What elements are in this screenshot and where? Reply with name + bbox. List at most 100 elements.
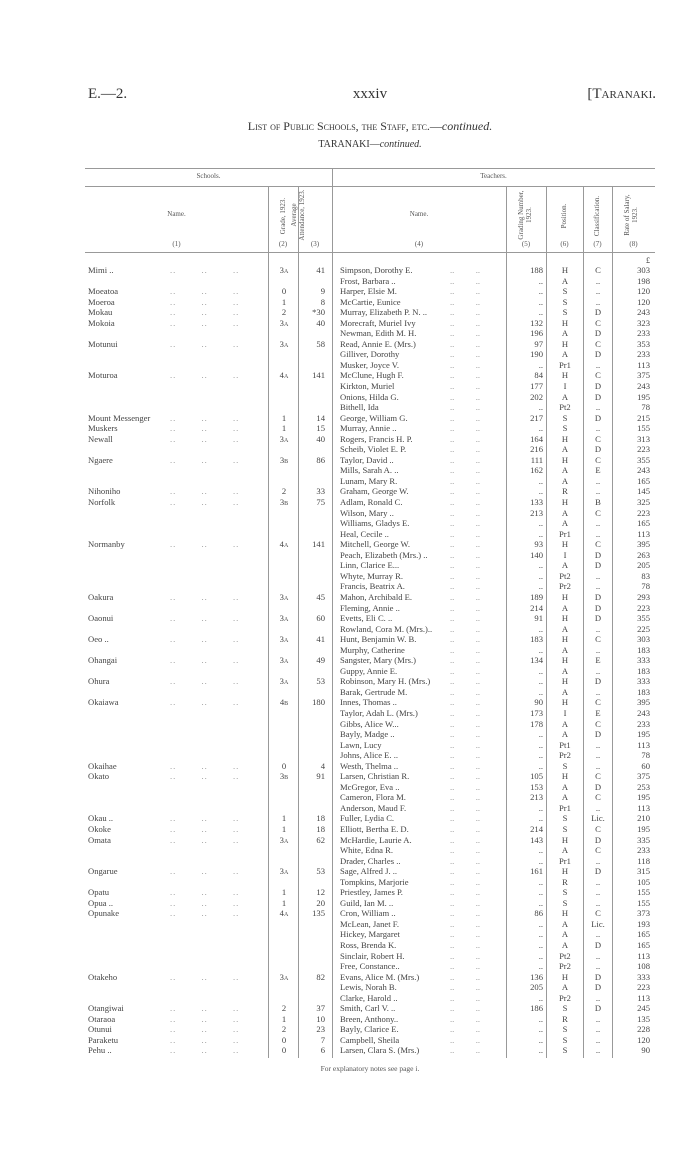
school-grade: 1: [281, 1013, 287, 1024]
table-row: Oaonui 3a 60 Evetts, Eli C. .. 91 H D 355: [0, 613, 700, 624]
dot-leader: [450, 423, 480, 434]
classification: E: [595, 465, 601, 476]
dot-leader: [170, 813, 239, 824]
classification: ..: [595, 665, 601, 676]
classification: ..: [595, 570, 601, 581]
dot-leader: [450, 719, 480, 730]
grading-number: ..: [538, 876, 543, 887]
average-attendance: 15: [316, 423, 325, 434]
salary: 223: [637, 444, 650, 455]
average-attendance: 6: [320, 1045, 325, 1056]
dot-leader: [450, 803, 480, 814]
page-subtitle: TARANAKI—continued.: [0, 139, 700, 150]
classification: D: [594, 602, 602, 613]
dot-leader: [450, 634, 480, 645]
grading-header: Grading Number, 1923.: [517, 190, 533, 240]
school-grade: 1: [281, 813, 287, 824]
dot-leader: [170, 497, 239, 508]
position: H: [561, 613, 569, 624]
col-num-6: (6): [560, 240, 569, 248]
teacher-name: Heal, Cecile ..: [340, 528, 389, 539]
teacher-name: Frost, Barbara ..: [340, 275, 396, 286]
classification: ..: [595, 475, 601, 486]
classification: ..: [595, 876, 601, 887]
average-attendance: 7: [320, 1034, 325, 1045]
classification: E: [595, 655, 601, 666]
table-row: Ohangai 3a 49 Sangster, Mary (Mrs.) 134 H E 333: [0, 655, 700, 666]
position: A: [561, 275, 569, 286]
col-divider: [583, 186, 584, 1058]
position: Pt2: [559, 402, 571, 413]
position: Pr1: [559, 528, 571, 539]
dot-leader: [450, 360, 480, 371]
grading-number: 173: [530, 707, 543, 718]
position: H: [561, 539, 569, 550]
table-row: Okau .. 1 18 Fuller, Lydia C... S Lic. 210: [0, 813, 700, 824]
dot-leader: [170, 866, 239, 877]
grading-number: ..: [538, 581, 543, 592]
table-row: Whyte, Murray R... Pt2.. 83: [0, 571, 700, 582]
dot-leader: [450, 349, 480, 360]
salary: 155: [637, 887, 650, 898]
dot-leader: [450, 824, 480, 835]
average-attendance: 141: [312, 539, 325, 550]
salary: 315: [637, 866, 650, 877]
teacher-name: Sage, Alfred J. ..: [340, 866, 398, 877]
school-name: Ohura: [88, 676, 110, 687]
position: A: [561, 718, 569, 729]
average-attendance: 23: [316, 1024, 325, 1035]
col-num-7: (7): [593, 240, 602, 248]
school-grade: 0: [281, 286, 287, 297]
school-name: Nihoniho: [88, 486, 121, 497]
salary: 155: [637, 897, 650, 908]
table-row: McGregor, Eva .. 153 A D 253: [0, 782, 700, 793]
table-row: Moturoa 4a 141 McClune, Hugh F. 84 H C 375: [0, 370, 700, 381]
position: I: [563, 707, 567, 718]
grading-number: 214: [530, 602, 543, 613]
col-divider: [612, 186, 613, 1058]
average-attendance: 86: [316, 454, 325, 465]
position: A: [561, 729, 569, 740]
grading-number: 164: [530, 433, 543, 444]
position-header: Position.: [560, 203, 568, 229]
school-name: Opatu: [88, 887, 110, 898]
grading-number: ..: [538, 676, 543, 687]
table-row: Mimi .. 3a 41 Simpson, Dorothy E. 188 H C 303: [0, 265, 700, 276]
dot-leader: [450, 550, 480, 561]
teacher-name: Gibbs, Alice W...: [340, 718, 399, 729]
school-name: Oaonui: [88, 613, 114, 624]
grading-number: 186: [530, 1003, 543, 1014]
teacher-name: Larsen, Christian R.: [340, 771, 410, 782]
classification: D: [594, 391, 602, 402]
classification: D: [594, 940, 602, 950]
dot-leader: [170, 486, 239, 497]
dot-leader: [170, 339, 239, 350]
salary: 195: [637, 729, 650, 740]
grading-number: ..: [538, 423, 543, 434]
teacher-name: Peach, Elizabeth (Mrs.) ..: [340, 549, 428, 560]
dot-leader: [450, 729, 480, 740]
dot-leader: [450, 402, 480, 413]
classification: Lic.: [591, 813, 605, 824]
teacher-name-header: Name.: [409, 210, 429, 218]
table-row: Okoke 1 18 Elliott, Bertha E. D. 214 S C 195: [0, 824, 700, 835]
position: R: [562, 876, 568, 887]
table-row: Free, Constance.... Pr2.. 108: [0, 961, 700, 972]
salary: 135: [637, 1013, 650, 1024]
position: Pr1: [559, 855, 571, 866]
school-name: Motunui: [88, 338, 118, 349]
classification: Lic.: [591, 918, 605, 929]
dot-leader: [170, 1035, 239, 1046]
salary: 355: [637, 613, 650, 624]
teacher-name: Murphy, Catherine: [340, 644, 405, 655]
dot-leader: [450, 919, 480, 930]
salary: 210: [637, 813, 650, 824]
school-name: Opunake: [88, 908, 120, 919]
teacher-name: Cameron, Flora M.: [340, 792, 406, 803]
teacher-name: Mitchell, George W.: [340, 539, 411, 550]
grading-number: 205: [530, 982, 543, 993]
dot-leader: [170, 613, 239, 624]
table-row: Mokau 2 *30 Murray, Elizabeth P. N. .... S D 2…: [0, 307, 700, 318]
salary: 233: [637, 328, 650, 339]
